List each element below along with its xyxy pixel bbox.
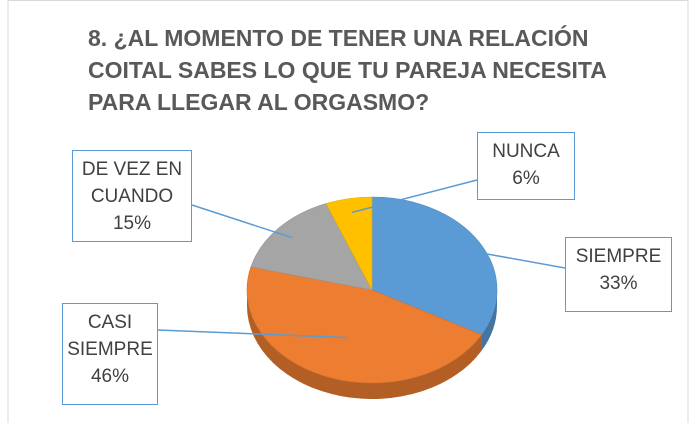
pie-slice-side bbox=[481, 290, 497, 351]
data-label-value: 46% bbox=[90, 366, 130, 387]
data-label: CASI SIEMPRE 46% bbox=[62, 303, 158, 405]
chart-frame bbox=[7, 0, 689, 423]
leader-line bbox=[191, 204, 293, 239]
leader-line bbox=[463, 249, 566, 269]
data-label: DE VEZ EN CUANDO 15% bbox=[72, 150, 192, 242]
data-label: SIEMPRE 33% bbox=[565, 237, 672, 312]
data-label: NUNCA 6% bbox=[477, 132, 575, 200]
data-label-name: DE VEZ EN CUANDO bbox=[81, 159, 183, 207]
data-label-value: 6% bbox=[512, 168, 540, 189]
leader-line bbox=[351, 179, 478, 214]
data-label-value: 33% bbox=[599, 273, 638, 294]
data-label-value: 15% bbox=[112, 213, 152, 234]
chart-title: 8. ¿AL MOMENTO DE TENER UNA RELACIÓN COI… bbox=[88, 25, 606, 115]
leader-line bbox=[157, 329, 347, 339]
data-label-name: CASI SIEMPRE bbox=[67, 312, 153, 360]
pie-slice bbox=[250, 203, 373, 291]
data-label-name: NUNCA bbox=[492, 141, 560, 162]
pie-slice-side bbox=[247, 290, 482, 400]
pie-slice bbox=[246, 266, 483, 384]
data-label-name: SIEMPRE bbox=[575, 246, 662, 267]
pie-slice bbox=[325, 196, 373, 291]
